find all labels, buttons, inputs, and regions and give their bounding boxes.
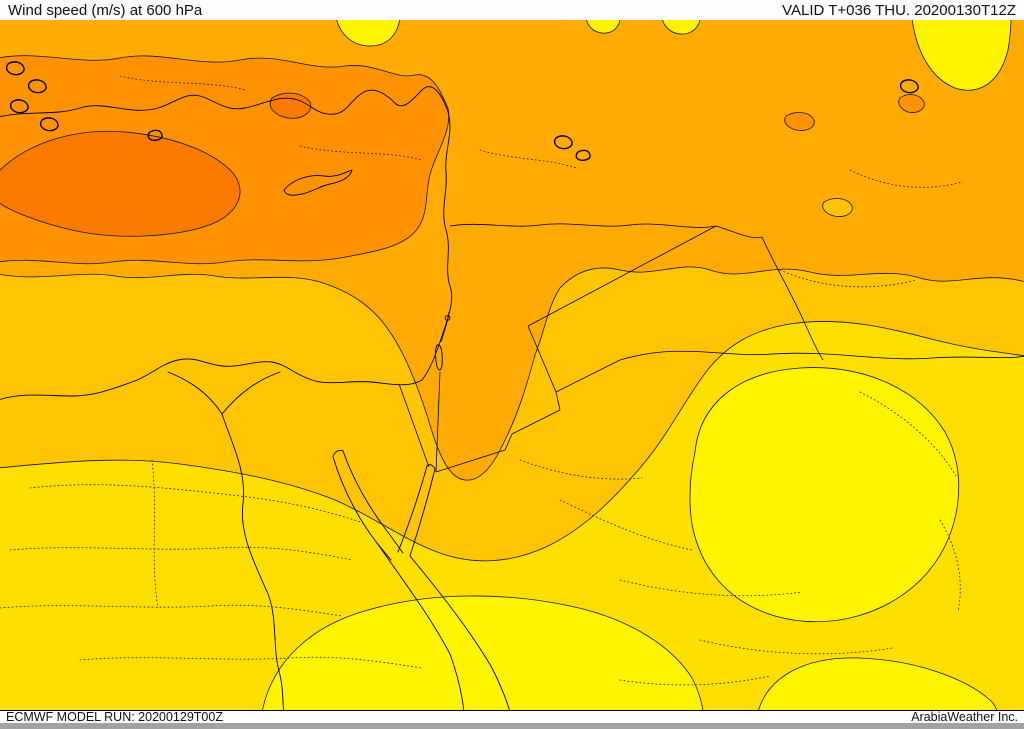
sea-of-galilee — [444, 315, 451, 321]
bottom-strip — [0, 723, 1024, 729]
admin-boundary-dotted — [29, 484, 367, 525]
aegean-island — [27, 79, 47, 94]
admin-boundary-dotted — [779, 269, 917, 288]
gulf-of-suez-east-shore — [342, 450, 404, 554]
border-israel-egypt — [398, 383, 430, 468]
valid-time-label: VALID T+036 THU. 20200130T12Z — [782, 1, 1016, 19]
red-sea-east-shore — [409, 555, 510, 710]
small-island — [147, 129, 163, 141]
border-israel-jordan — [435, 371, 441, 473]
admin-boundary-dotted — [79, 656, 423, 669]
gulf-of-aqaba-head — [426, 464, 436, 470]
wind-speed-map — [0, 20, 1024, 710]
border-iraq-iran — [761, 236, 824, 361]
admin-boundary-dotted — [619, 579, 803, 597]
map-title: Wind speed (m/s) at 600 hPa — [8, 1, 203, 19]
inland-lake — [553, 135, 573, 150]
border-jordan-river — [440, 311, 450, 343]
border-saudi-iraq — [555, 350, 1024, 393]
footer-bar: ECMWF MODEL RUN: 20200129T00Z ArabiaWeat… — [0, 710, 1024, 724]
admin-boundary-dotted — [619, 675, 771, 686]
border-syria-iraq — [527, 225, 717, 327]
coastline-mediterranean — [0, 86, 453, 400]
header-bar: Wind speed (m/s) at 600 hPa VALID T+036 … — [0, 0, 1024, 20]
contour-core-orange — [0, 130, 241, 237]
contour-region-bright-yellow-saudi — [689, 367, 960, 623]
border-turkey-syria — [449, 223, 717, 228]
nile-delta-east-branch — [221, 371, 281, 415]
contour-region-bright-yellow-southeast — [758, 657, 997, 710]
aegean-island — [5, 61, 25, 76]
gulf-of-aqaba-west-shore — [397, 465, 428, 553]
map-area — [0, 20, 1024, 710]
admin-boundary-dotted — [9, 546, 353, 561]
admin-boundary-dotted — [849, 169, 963, 188]
dead-sea — [434, 344, 443, 371]
border-jordan-iraq — [527, 325, 557, 393]
admin-boundary-dotted — [939, 519, 961, 613]
inland-lake — [575, 149, 591, 161]
admin-boundary-dotted — [0, 604, 343, 617]
admin-boundary-dotted — [479, 149, 577, 169]
contour-spot-bright-top-2 — [586, 20, 621, 34]
attribution-label: ArabiaWeather Inc. — [911, 710, 1018, 724]
island-cyprus — [283, 169, 353, 196]
contour-core-orange-small — [269, 92, 312, 119]
contour-spot-dark-1 — [784, 112, 815, 131]
contour-spot-bright-top-3 — [662, 20, 701, 35]
contour-spot-dark-2 — [898, 94, 925, 113]
red-sea-west-shore — [376, 542, 465, 710]
gulf-of-aqaba-east-shore — [409, 468, 436, 557]
gulf-of-suez-west-shore — [332, 456, 392, 561]
border-jordan-saudi — [435, 391, 561, 473]
aegean-island — [9, 99, 29, 114]
gulf-of-suez-head — [332, 449, 344, 458]
admin-boundary-dotted — [559, 499, 693, 551]
border-turkey-iraq — [715, 225, 763, 239]
aegean-island — [39, 117, 59, 132]
model-run-label: ECMWF MODEL RUN: 20200129T00Z — [6, 710, 223, 724]
admin-boundary-dotted — [151, 459, 159, 609]
nile-delta-west-branch — [167, 371, 223, 415]
contour-spot-amber — [822, 198, 853, 217]
contour-streak-bright-topright — [911, 20, 1012, 91]
river-nile — [221, 413, 285, 710]
admin-boundary-dotted — [119, 75, 247, 91]
inland-lake — [899, 79, 919, 94]
contour-spot-bright-top-1 — [336, 20, 401, 47]
admin-boundary-dotted — [859, 391, 957, 477]
